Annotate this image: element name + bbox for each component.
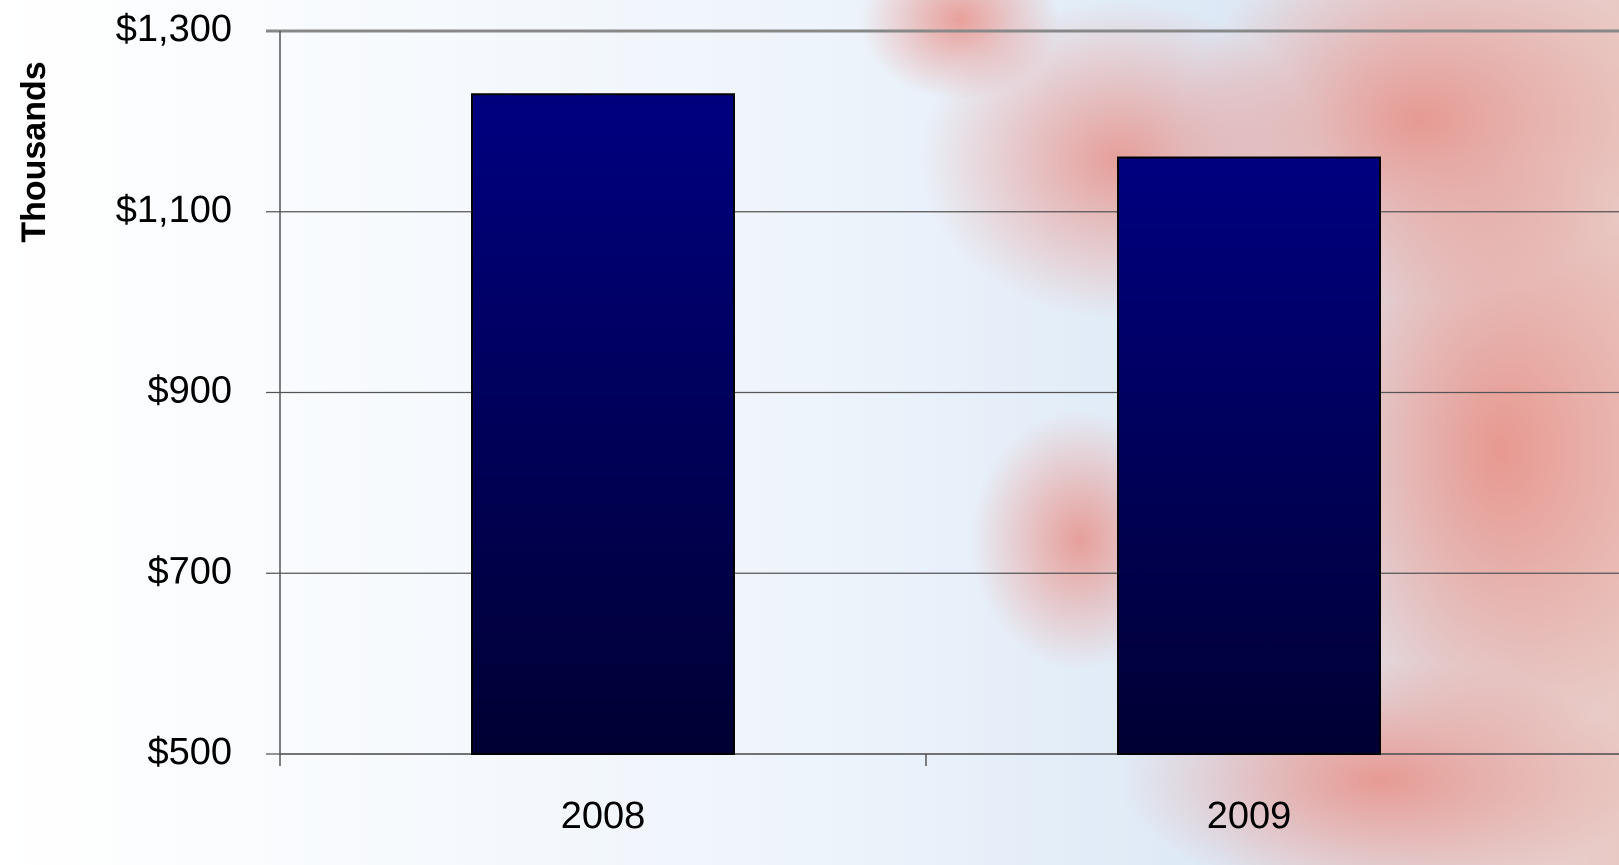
y-tick-label: $1,300	[116, 8, 232, 50]
x-tick-label: 2008	[561, 795, 646, 837]
y-axis-label: Thousands	[15, 61, 53, 242]
y-tick-label: $1,100	[116, 189, 232, 231]
y-tick-label: $500	[147, 731, 232, 773]
y-tick-label: $700	[147, 550, 232, 592]
y-tick-label: $900	[147, 370, 232, 412]
bar	[471, 93, 735, 755]
bar	[1117, 156, 1381, 755]
x-tick-label: 2009	[1207, 795, 1292, 837]
